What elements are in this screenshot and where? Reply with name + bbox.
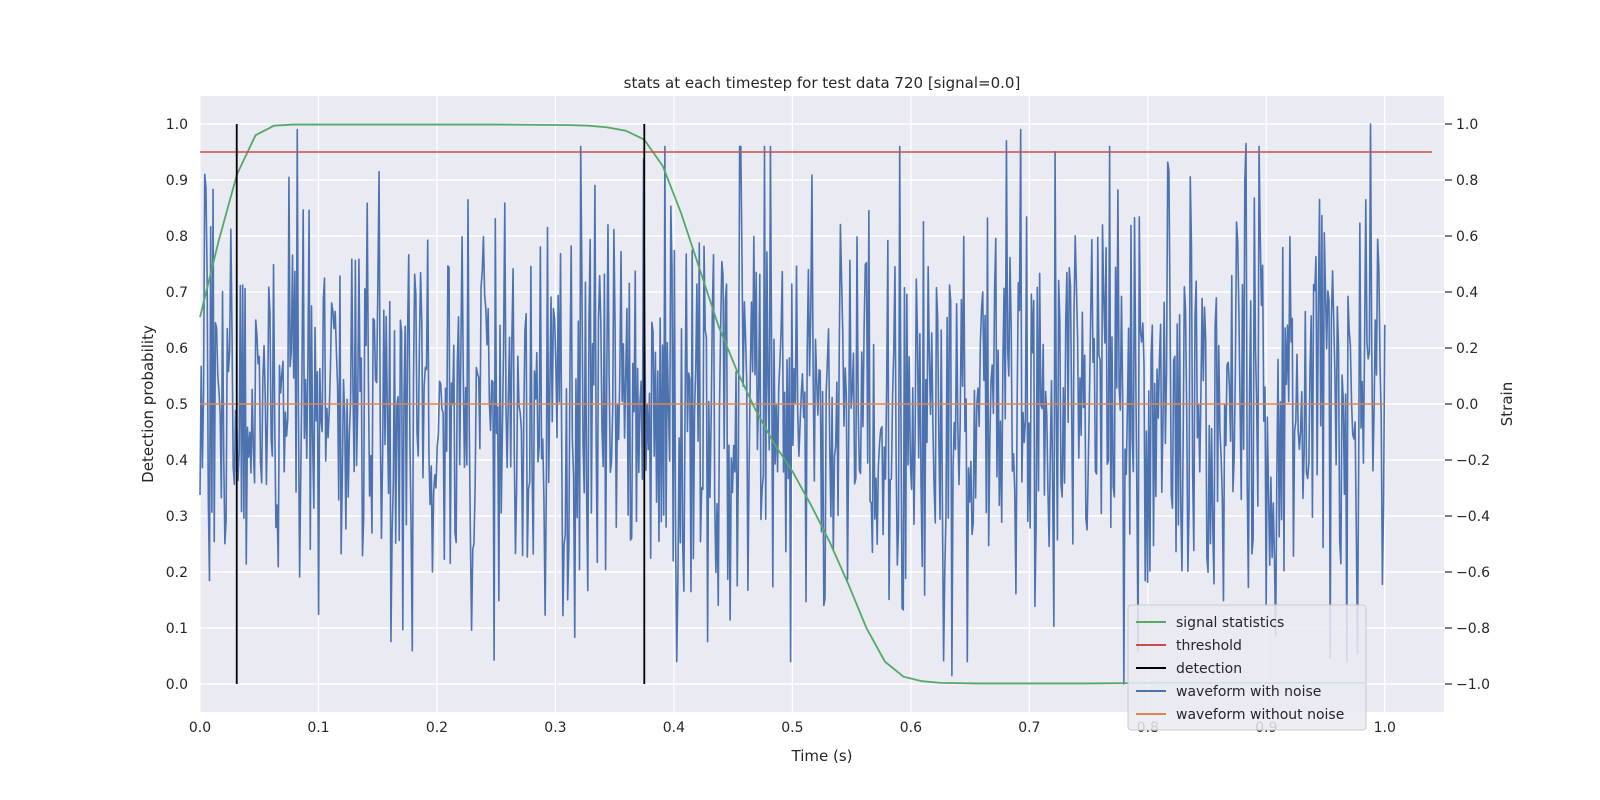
x-tick-label: 0.7 [1018,720,1040,736]
y-tick-label-right: 0.8 [1456,173,1478,189]
y-tick-label-right: −1.0 [1456,677,1490,693]
y-tick-label-right: 1.0 [1456,117,1478,133]
legend-entry: threshold [1176,638,1242,654]
x-axis-label: Time (s) [791,747,853,765]
series-waveform-with-noise [199,123,1386,685]
x-tick-label: 1.0 [1374,720,1396,736]
y-tick-label-right: 0.6 [1456,229,1478,245]
y-tick-label-left: 0.7 [166,285,188,301]
legend-entry: waveform without noise [1176,707,1344,723]
y-tick-label-right: 0.0 [1456,397,1478,413]
y-tick-label-left: 0.0 [166,677,188,693]
x-tick-label: 0.2 [426,720,448,736]
series-layer [199,123,1433,685]
y-tick-label-left: 0.2 [166,565,188,581]
legend-entry: signal statistics [1176,615,1284,631]
legend-entry: waveform with noise [1176,684,1321,700]
y-tick-label-right: −0.8 [1456,621,1490,637]
y-axis-label-left: Detection probability [139,325,157,483]
y-tick-label-left: 1.0 [166,117,188,133]
x-tick-label: 0.4 [663,720,685,736]
series-signal-statistics [199,123,1367,685]
legend-entry: detection [1176,661,1242,677]
y-tick-label-left: 0.6 [166,341,188,357]
y-tick-label-right: 0.4 [1456,285,1478,301]
x-tick-label: 0.5 [781,720,803,736]
y-tick-label-right: −0.2 [1456,453,1490,469]
y-tick-label-right: −0.6 [1456,565,1490,581]
chart-title: stats at each timestep for test data 720… [624,74,1021,92]
y-tick-label-right: 0.2 [1456,341,1478,357]
x-tick-label: 0.1 [307,720,329,736]
y-tick-label-right: −0.4 [1456,509,1490,525]
y-tick-label-left: 0.9 [166,173,188,189]
x-tick-label: 0.0 [189,720,211,736]
x-tick-label: 0.6 [900,720,922,736]
y-tick-label-left: 0.1 [166,621,188,637]
y-tick-label-left: 0.5 [166,397,188,413]
legend-box [1127,604,1367,731]
y-tick-label-left: 0.3 [166,509,188,525]
legend: signal statistics threshold detection wavef… [1127,604,1367,731]
axes: 0.0 0.1 0.2 0.3 0.4 0.5 0.6 0.7 0.8 0.9 1.0 0.0 0.1 0… [166,117,1490,736]
y-tick-label-left: 0.4 [166,453,188,469]
x-tick-label: 0.3 [544,720,566,736]
y-axis-label-right: Strain [1498,382,1516,426]
y-tick-label-left: 0.8 [166,229,188,245]
